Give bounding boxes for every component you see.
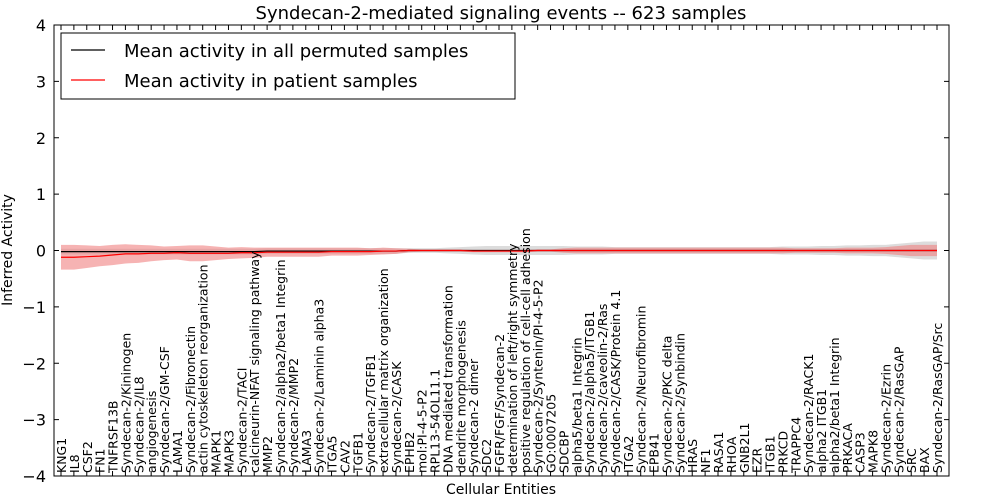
x-tick-label: MAPK1 [209,430,224,473]
x-tick-label: LAMA3 [299,430,314,473]
x-tick-label: MAPK3 [221,430,236,473]
x-tick-label: KNG1 [54,438,69,473]
x-tick-label: dendrite morphogenesis [453,320,468,473]
y-tick-label: 4 [36,16,46,35]
x-tick-label: extracellular matrix organization [376,268,391,473]
x-tick-label: Syndecan-2/alpha5/ITGB1 [582,311,597,473]
x-tick-label: NF1 [698,449,713,474]
x-axis: KNG1IL8CSF2FN1TNFRSF13BSyndecan-2/Kinino… [54,25,945,476]
y-tick-label: −1 [22,298,46,317]
x-tick-label: Syndecan-2 dimer [466,358,481,473]
x-tick-label: RASA1 [711,432,726,473]
confidence-bands [61,241,937,270]
x-tick-label: ITGA5 [325,435,340,473]
plot-area [53,24,950,477]
y-tick-label: −3 [22,411,46,430]
legend-box [60,32,516,100]
x-tick-label: RHOA [724,436,739,473]
x-tick-label: Syndecan-2/alpha2/beta1 Integrin [273,259,288,473]
x-tick-label: TNFRSF13B [106,401,121,474]
x-tick-label: positive regulation of cell-cell adhesio… [518,228,533,473]
x-tick-label: TGFB1 [350,432,365,474]
x-tick-label: GO:0007205 [544,394,559,473]
x-tick-label: HRAS [685,439,700,473]
x-tick-label: SDCBP [556,430,571,473]
x-tick-label: Syndecan-2/Kininogen [118,333,133,473]
x-axis-title: Cellular Entities [446,482,556,498]
x-tick-label: Syndecan-2/IL8 [131,376,146,473]
x-tick-label: TRAPPC4 [788,417,803,474]
x-tick-label: Syndecan-2/RasGAP [891,346,906,473]
x-tick-label: alpha2 ITGB1 [814,389,829,473]
x-tick-label: calcineurin-NFAT signaling pathway [247,251,262,473]
series-lines [61,249,937,258]
legend-label-patient: Mean activity in patient samples [124,71,418,92]
x-tick-label: EPHB2 [402,432,417,473]
x-tick-label: CAV2 [337,440,352,473]
x-tick-label: PRKACA [840,423,855,473]
series-line-1 [61,249,937,258]
x-tick-label: SDC2 [479,439,494,473]
x-tick-label: Syndecan-2/Syntenin/PI-4-5-P2 [531,279,546,473]
x-tick-label: SRC [904,448,919,473]
x-tick-label: ITGB1 [763,435,778,473]
x-tick-label: FGFR/FGF/Syndecan-2 [492,334,507,473]
y-tick-label: 1 [36,185,46,204]
x-tick-label: CASP3 [853,432,868,473]
x-tick-label: EPB41 [647,433,662,473]
x-tick-label: Syndecan-2/Neurofibromin [634,306,649,473]
x-tick-label: PRKCD [775,431,790,473]
y-tick-label: 0 [36,242,46,261]
x-tick-label: DNA mediated transformation [440,285,455,473]
x-tick-label: IL8 [67,454,82,473]
y-tick-label: −4 [22,467,46,486]
x-tick-label: Syndecan-2/PKC delta [659,336,674,473]
x-tick-label: Syndecan-2/CASK/Protein 4.1 [608,290,623,473]
x-tick-label: ITGA2 [621,435,636,473]
x-tick-label: RPL13-54OL11.1 [428,369,443,473]
x-tick-label: EZR [750,448,765,473]
x-tick-label: MMP2 [260,436,275,473]
legend: Mean activity in all permuted samples Me… [60,32,516,100]
x-tick-label: Syndecan-2/RasGAP/Src [930,323,945,473]
legend-label-permuted: Mean activity in all permuted samples [124,41,468,62]
y-tick-label: 3 [36,72,46,91]
x-tick-label: Syndecan-2/RACK1 [801,354,816,473]
x-tick-label: alpha5/beta1 Integrin [569,337,584,473]
x-tick-label: LAMA1 [170,430,185,473]
x-tick-label: actin cytoskeleton reorganization [196,264,211,473]
y-axis: −4 −3 −2 −1 0 1 2 3 4 [22,16,949,486]
x-tick-label: Syndecan-2/Fibronectin [183,326,198,473]
y-axis-title: Inferred Activity [0,194,16,306]
x-tick-label: Syndecan-2/CASK [389,361,404,473]
x-tick-label: Syndecan-2/TACI [234,368,249,473]
x-tick-label: BAX [917,447,932,473]
x-tick-label: determination of left/right symmetry [505,243,520,473]
y-tick-label: 2 [36,129,46,148]
x-tick-label: FN1 [93,449,108,474]
x-tick-label: CSF2 [80,441,95,473]
x-tick-label: MAPK8 [866,430,881,473]
x-tick-label: Syndecan-2/Laminin alpha3 [312,299,327,473]
x-tick-label: Syndecan-2/MMP2 [286,358,301,473]
x-tick-label: Syndecan-2/Ezrin [878,364,893,473]
x-tick-label: alpha2/beta1 Integrin [827,337,842,473]
x-tick-label: Syndecan-2/caveolin-2/Ras [595,304,610,473]
x-tick-label: mol:PI-4-5-P2 [415,389,430,473]
y-tick-label: −2 [22,354,46,373]
chart-title: Syndecan-2-mediated signaling events -- … [256,3,747,24]
x-tick-label: Syndecan-2/GM-CSF [157,346,172,473]
x-tick-label: Syndecan-2/Synbindin [672,333,687,473]
x-tick-label: Syndecan-2/TGFB1 [363,354,378,473]
x-tick-label: angiogenesis [144,391,159,473]
x-tick-label: GNB2L1 [737,423,752,473]
